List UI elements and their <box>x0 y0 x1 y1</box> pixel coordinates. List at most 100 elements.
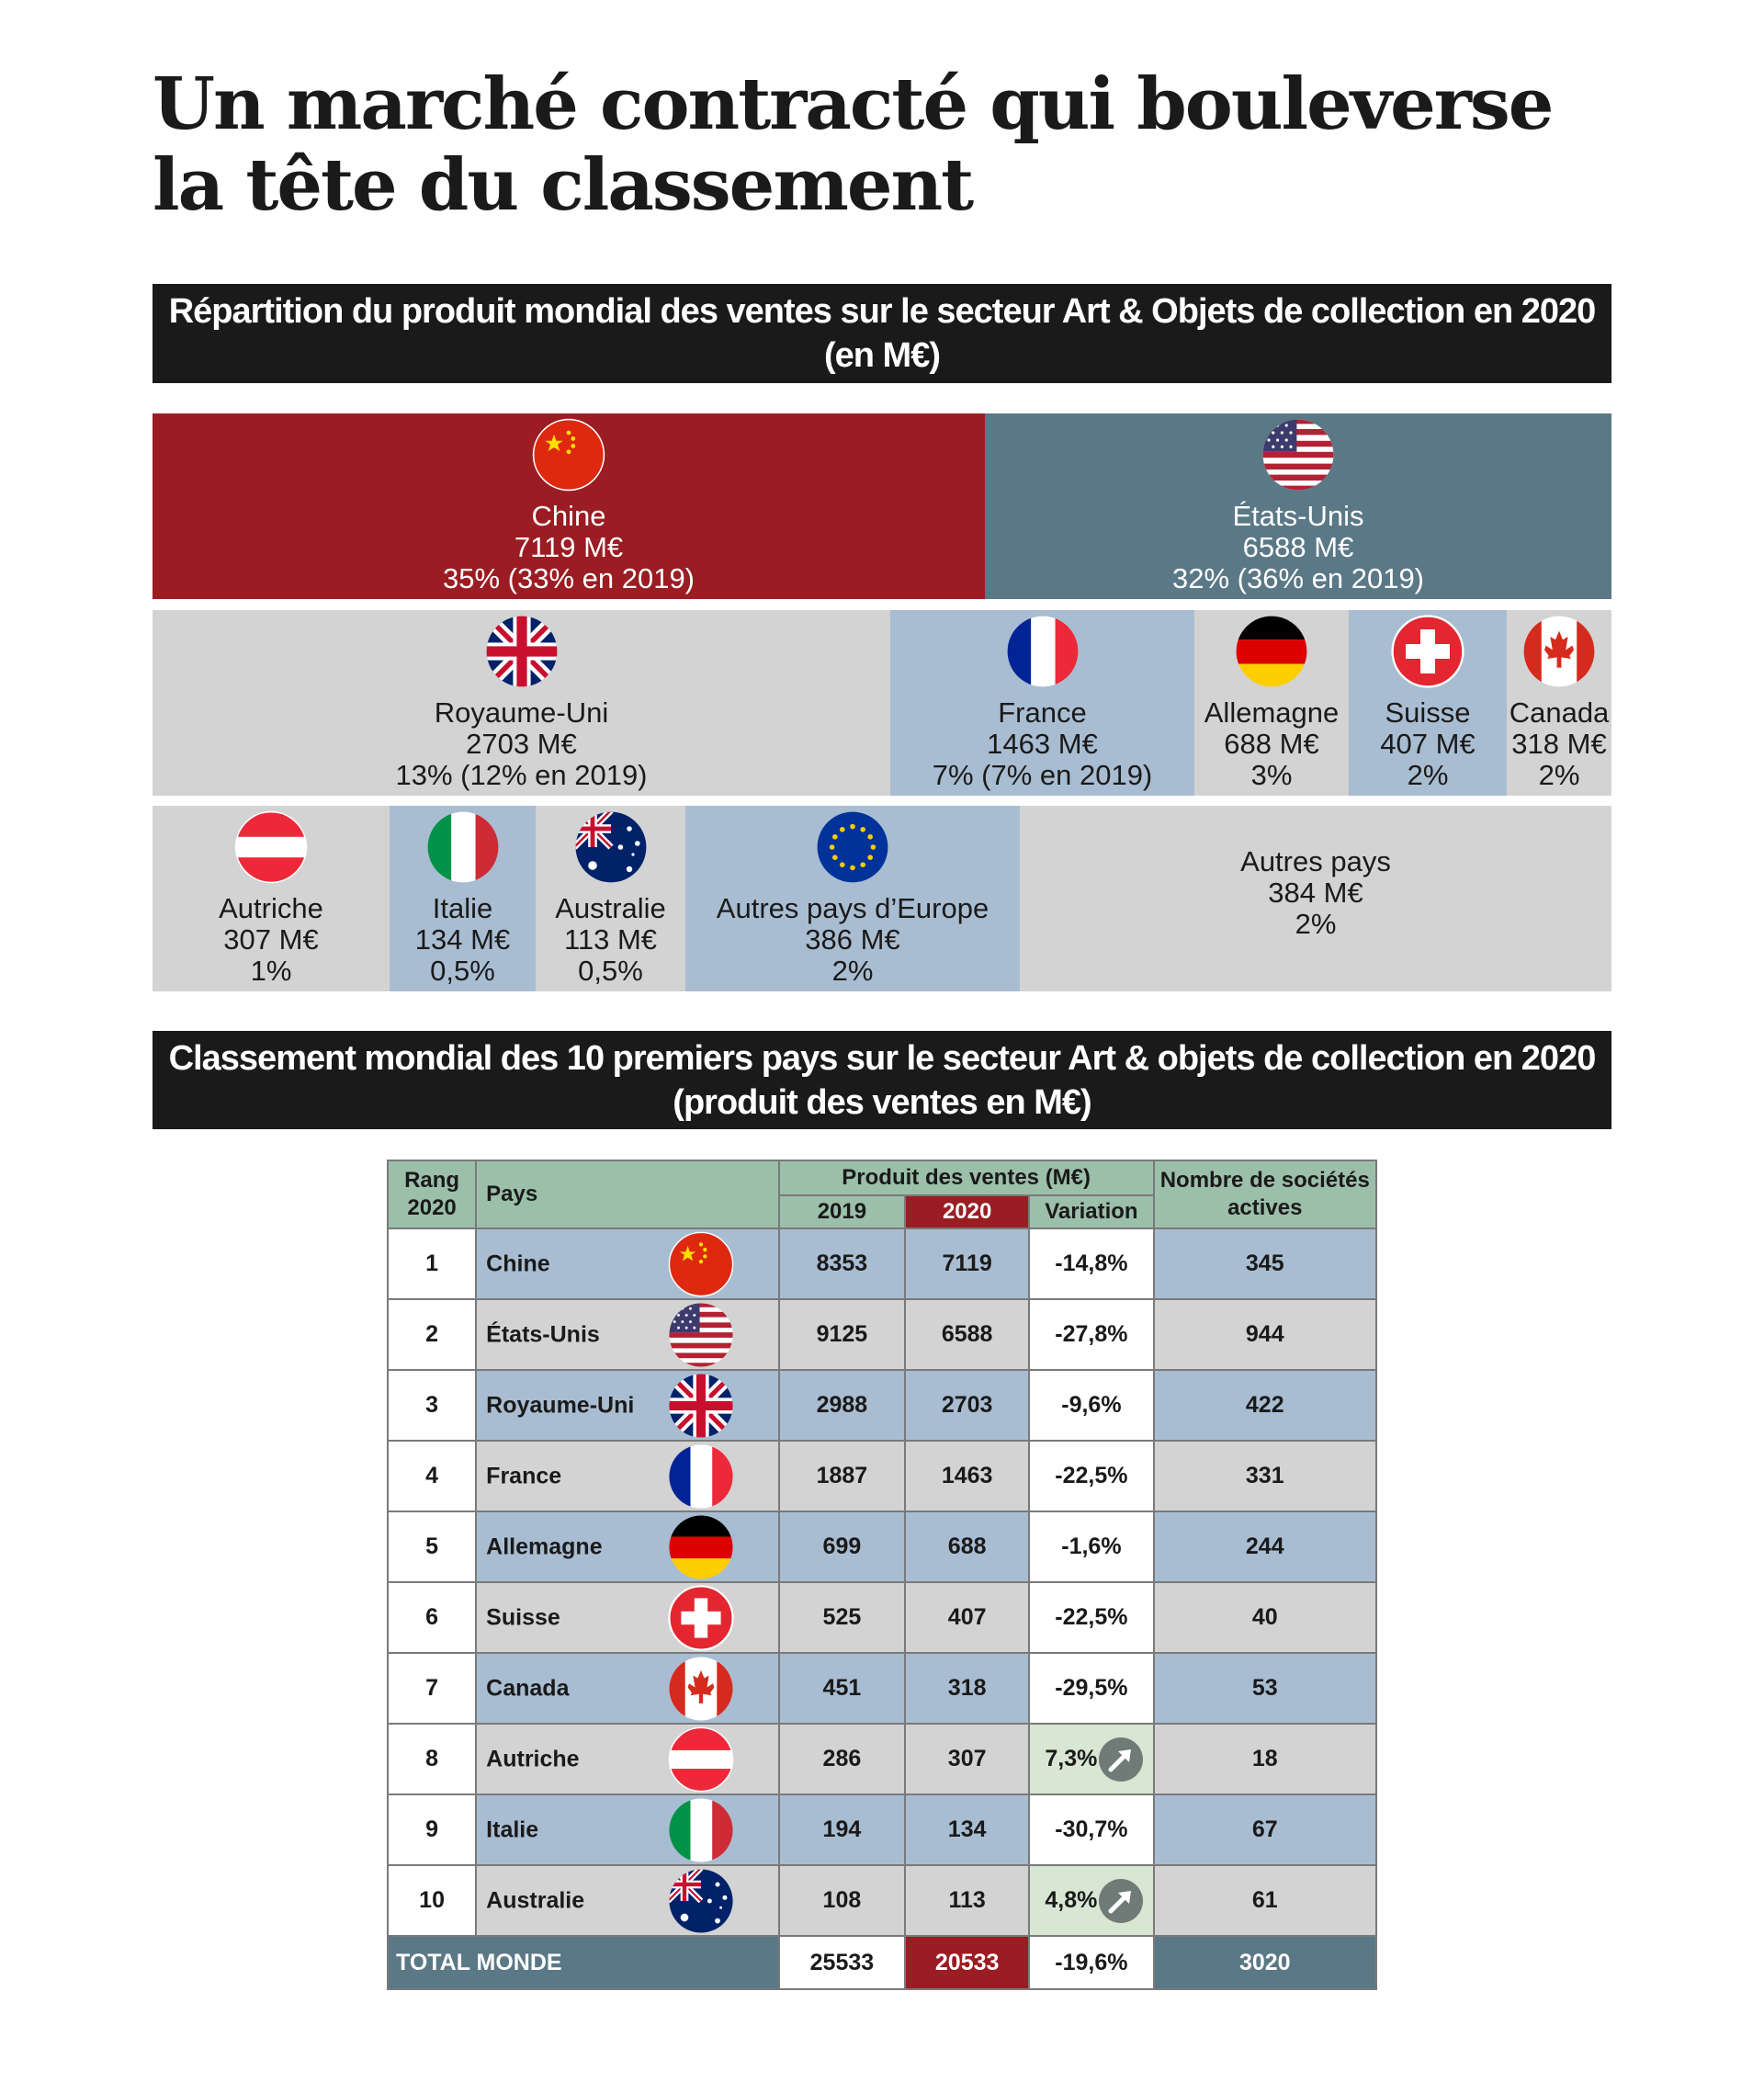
tile-pct: 1% <box>250 955 292 987</box>
tile-value: 407 M€ <box>1380 728 1476 760</box>
tile-value: 386 M€ <box>805 923 900 956</box>
tile-pct: 2% <box>1295 908 1337 940</box>
value-2019-cell: 1887 <box>777 1440 907 1512</box>
variation-cell: -29,5% <box>1028 1652 1155 1725</box>
country-name: Australie <box>486 1887 585 1913</box>
value-2019-cell: 8353 <box>777 1228 907 1300</box>
value-2020-cell: 134 <box>904 1793 1031 1866</box>
tile-value: 307 M€ <box>223 923 319 956</box>
country-name: Chine <box>486 1250 550 1276</box>
tile-pct: 3% <box>1250 759 1293 791</box>
variation-cell: -14,8% <box>1028 1228 1155 1300</box>
tile-france: France 1463 M€ 7% (7% en 2019) <box>890 610 1194 796</box>
china-flag-icon <box>532 418 605 492</box>
tile-pct: 2% <box>1407 759 1449 791</box>
austria-flag-icon <box>234 810 308 884</box>
tile-chine: Chine 7119 M€ 35% (33% en 2019) <box>153 413 985 599</box>
tile-name: Autriche <box>219 892 323 924</box>
total-societes: 3020 <box>1152 1935 1378 1990</box>
total-row: TOTAL MONDE 25533 20533 -19,6% 3020 <box>387 1935 1378 1990</box>
variation-value: -9,6% <box>1061 1392 1122 1418</box>
treemap-banner-line2: (en M€) <box>824 336 941 375</box>
header-produit: Produit des ventes (M€) <box>777 1160 1155 1196</box>
china-flag-icon <box>668 1231 734 1297</box>
value-2019-cell: 108 <box>777 1864 907 1937</box>
variation-value: -22,5% <box>1055 1463 1128 1488</box>
tile-value: 7119 M€ <box>514 531 624 563</box>
value-2019-cell: 194 <box>777 1793 907 1866</box>
tile-suisse: Suisse 407 M€ 2% <box>1349 610 1507 796</box>
tile-canada: Canada 318 M€ 2% <box>1507 610 1611 796</box>
title-line-2: la tête du classement <box>153 143 974 227</box>
societes-cell: 61 <box>1152 1864 1378 1937</box>
value-2019-cell: 286 <box>777 1723 907 1795</box>
tile-name: Autres pays d’Europe <box>716 892 989 924</box>
canada-flag-icon <box>668 1656 734 1722</box>
tile-pct: 0,5% <box>430 955 495 987</box>
variation-cell: 7,3% <box>1028 1723 1155 1795</box>
variation-cell: -30,7% <box>1028 1793 1155 1866</box>
variation-cell: 4,8% <box>1028 1864 1155 1937</box>
uk-flag-icon <box>668 1373 734 1439</box>
tile-autres: Autres pays 384 M€ 2% <box>1020 806 1611 991</box>
header-rang: Rang 2020 <box>386 1160 478 1229</box>
italy-flag-icon <box>426 810 500 884</box>
variation-cell: -9,6% <box>1028 1369 1155 1442</box>
value-2019-cell: 699 <box>777 1511 907 1583</box>
eu-flag-icon <box>816 810 889 884</box>
rank-cell: 6 <box>386 1581 478 1654</box>
rank-cell: 5 <box>386 1511 478 1583</box>
tile-autriche: Autriche 307 M€ 1% <box>153 806 390 991</box>
rank-cell: 10 <box>386 1864 478 1937</box>
value-2020-cell: 6588 <box>904 1298 1031 1371</box>
value-2020-cell: 318 <box>904 1652 1031 1725</box>
country-cell: Suisse <box>475 1581 780 1654</box>
tile-pct: 2% <box>831 955 874 987</box>
tile-name: Chine <box>531 500 606 532</box>
arrow-up-icon <box>1098 1737 1144 1782</box>
ranking-table: Rang 2020 Pays Produit des ventes (M€) N… <box>386 1160 1378 1990</box>
australia-flag-icon <box>668 1868 734 1934</box>
tile-uk: Royaume-Uni 2703 M€ 13% (12% en 2019) <box>153 610 890 796</box>
country-cell: Autriche <box>475 1723 780 1795</box>
tile-value: 113 M€ <box>563 923 658 956</box>
variation-cell: -27,8% <box>1028 1298 1155 1371</box>
title-line-1: Un marché contracté qui bouleverse <box>153 62 1554 146</box>
value-2020-cell: 113 <box>904 1864 1031 1937</box>
value-2020-cell: 7119 <box>904 1228 1031 1300</box>
rank-cell: 4 <box>386 1440 478 1512</box>
country-cell: France <box>475 1440 780 1512</box>
rank-cell: 9 <box>386 1793 478 1866</box>
value-2019-cell: 451 <box>777 1652 907 1725</box>
germany-flag-icon <box>1235 615 1308 688</box>
variation-value: 7,3% <box>1045 1746 1098 1771</box>
usa-flag-icon <box>668 1302 734 1368</box>
table-row: 7 Canada 451 318 -29,5% 53 <box>386 1652 1378 1725</box>
value-2019-cell: 525 <box>777 1581 907 1654</box>
value-2020-cell: 407 <box>904 1581 1031 1654</box>
societes-cell: 53 <box>1152 1652 1378 1725</box>
societes-cell: 331 <box>1152 1440 1378 1512</box>
page-title: Un marché contracté qui bouleverse la tê… <box>153 64 1623 226</box>
country-cell: Canada <box>475 1652 780 1725</box>
rank-cell: 8 <box>386 1723 478 1795</box>
header-societes: Nombre de sociétés actives <box>1152 1160 1378 1229</box>
country-cell: États-Unis <box>475 1298 780 1371</box>
rank-cell: 7 <box>386 1652 478 1725</box>
value-2019-cell: 2988 <box>777 1369 907 1442</box>
table-row: 1 Chine 8353 7119 -14,8% 345 <box>386 1228 1378 1300</box>
tile-name: Canada <box>1509 696 1610 729</box>
variation-value: 4,8% <box>1045 1887 1098 1913</box>
uk-flag-icon <box>485 615 559 688</box>
country-cell: Allemagne <box>475 1511 780 1583</box>
switzerland-flag-icon <box>668 1585 734 1651</box>
country-name: Allemagne <box>486 1533 603 1559</box>
rank-cell: 2 <box>386 1298 478 1371</box>
australia-flag-icon <box>574 810 648 884</box>
germany-flag-icon <box>668 1514 734 1580</box>
tile-value: 134 M€ <box>414 923 511 956</box>
total-2020: 20533 <box>904 1935 1031 1990</box>
total-variation: -19,6% <box>1028 1935 1155 1990</box>
header-2020: 2020 <box>904 1194 1031 1229</box>
variation-value: -1,6% <box>1061 1533 1122 1559</box>
